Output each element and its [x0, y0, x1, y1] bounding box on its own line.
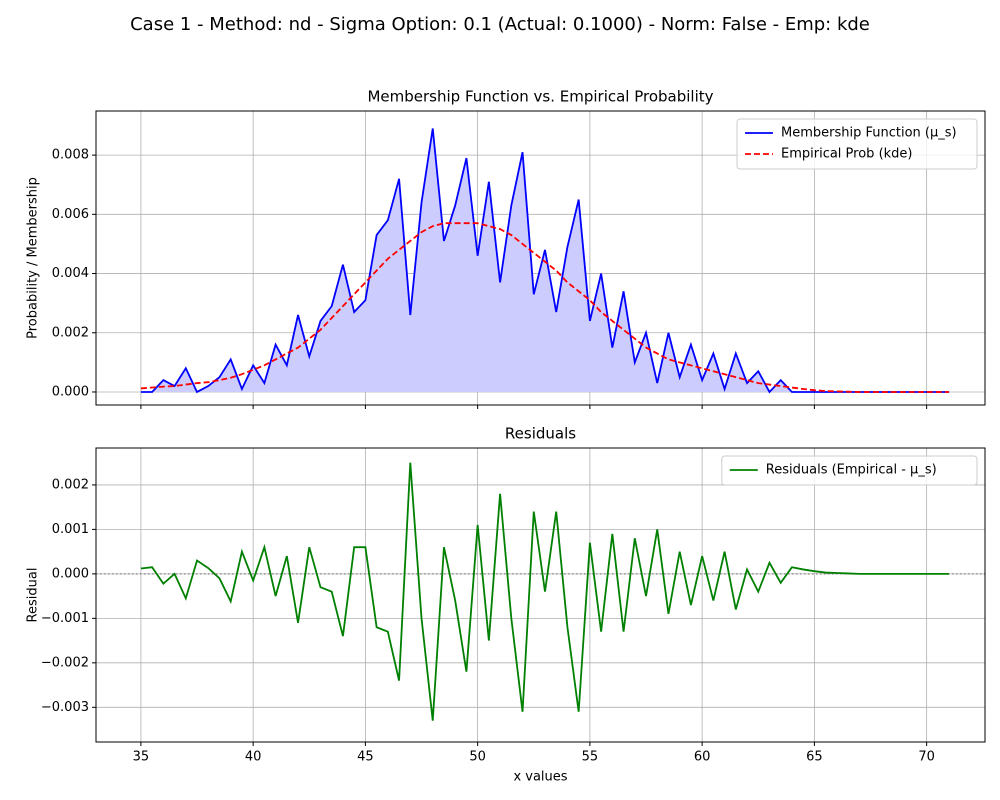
- legend-label: Residuals (Empirical - μ_s): [766, 463, 937, 478]
- line: [140, 222, 950, 393]
- x-tick-label: 45: [357, 750, 374, 765]
- y-tick-label: 0.000: [52, 566, 89, 581]
- x-tick-label: 40: [245, 750, 262, 765]
- legend-box: [736, 118, 978, 170]
- y-tick-label: 0.000: [52, 384, 89, 399]
- y-tick-label: 0.006: [52, 207, 89, 222]
- y-tick-label: 0.004: [52, 266, 89, 281]
- x-tick-label: 65: [806, 750, 823, 765]
- y-tick-label: −0.002: [41, 655, 89, 670]
- line: [140, 128, 950, 394]
- x-tick-label: 35: [133, 750, 150, 765]
- figure-title: Case 1 - Method: nd - Sigma Option: 0.1 …: [130, 14, 870, 35]
- x-tick-label: 55: [582, 750, 599, 765]
- x-tick-label: 60: [694, 750, 711, 765]
- y-axis-label: Probability / Membership: [26, 177, 41, 339]
- legend-label: Empirical Prob (kde): [781, 147, 913, 162]
- x-axis-label: x values: [513, 770, 567, 785]
- axes-title: Membership Function vs. Empirical Probab…: [367, 88, 713, 106]
- x-tick-label: 70: [918, 750, 935, 765]
- y-tick-label: 0.002: [52, 477, 89, 492]
- legend-box: [721, 455, 978, 486]
- y-axis-label: Residual: [26, 568, 41, 623]
- y-tick-label: 0.002: [52, 325, 89, 340]
- legend-label: Membership Function (μ_s): [781, 126, 957, 141]
- axes-frame: [95, 447, 986, 743]
- legend: Membership Function (μ_s) Empirical Prob …: [736, 118, 978, 170]
- y-tick-label: −0.001: [41, 611, 89, 626]
- y-tick-label: −0.003: [41, 700, 89, 715]
- axes-frame: [95, 110, 986, 406]
- x-tick-label: 50: [469, 750, 486, 765]
- y-tick-label: 0.001: [52, 522, 89, 537]
- line: [140, 462, 950, 721]
- y-tick-label: 0.008: [52, 148, 89, 163]
- axes-title: Residuals: [505, 425, 576, 443]
- legend: Residuals (Empirical - μ_s): [721, 455, 978, 486]
- area: [140, 128, 950, 392]
